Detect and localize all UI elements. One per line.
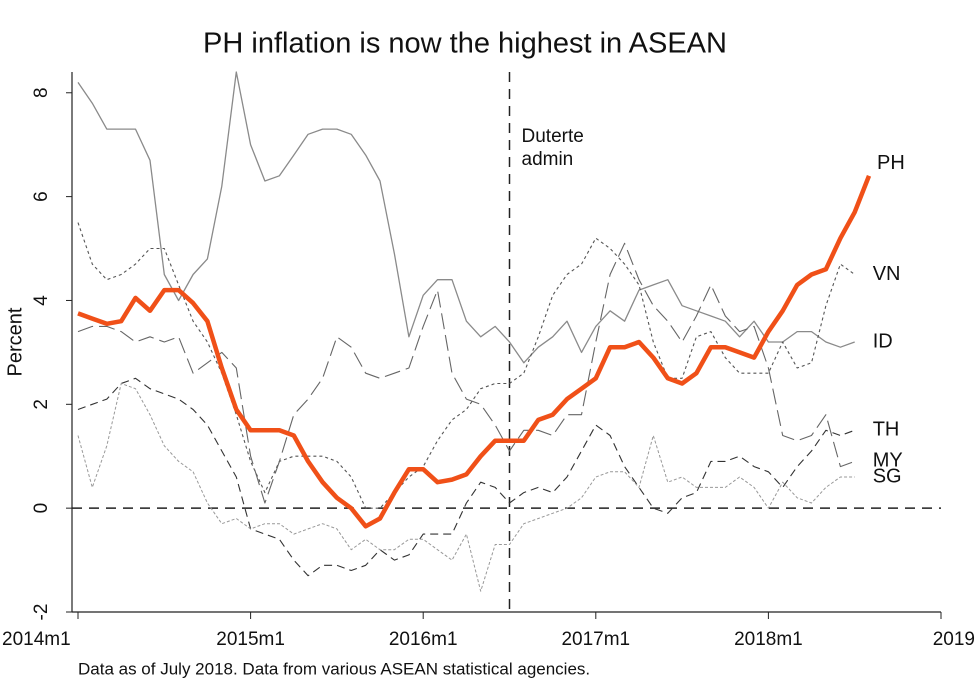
x-tick-label: 2014m1 — [2, 629, 71, 650]
y-tick-label: 4 — [31, 295, 52, 306]
x-tick-label: 2017m1 — [561, 629, 630, 650]
y-tick-label: -2 — [31, 604, 52, 621]
y-tick-label: 0 — [31, 503, 52, 514]
x-tick-label: 2015m1 — [216, 629, 285, 650]
chart-title: PH inflation is now the highest in ASEAN — [203, 28, 727, 60]
series-line — [77, 383, 855, 592]
series-label: PH — [877, 152, 905, 174]
series-line — [77, 377, 855, 577]
series-line — [77, 174, 872, 529]
annotation: admin — [522, 149, 574, 170]
x-tick-label: 2018m1 — [734, 629, 803, 650]
y-tick-label: 6 — [31, 191, 52, 202]
series-label: SG — [873, 465, 902, 487]
x-tick-label: 2019 — [933, 629, 975, 650]
y-axis-label: Percent — [4, 307, 26, 376]
series-label: TH — [873, 419, 900, 441]
series-line — [77, 222, 856, 509]
series-label: MY — [873, 450, 903, 472]
series-line — [77, 71, 855, 364]
series-line — [77, 242, 855, 504]
x-tick-label: 2016m1 — [389, 629, 458, 650]
y-tick-label: 2 — [31, 399, 52, 410]
y-tick-label: 8 — [31, 87, 52, 98]
series-label: ID — [873, 330, 893, 352]
series-label: VN — [873, 263, 901, 285]
annotation: Duterte — [522, 126, 584, 147]
note: Data as of July 2018. Data from various … — [78, 659, 590, 678]
